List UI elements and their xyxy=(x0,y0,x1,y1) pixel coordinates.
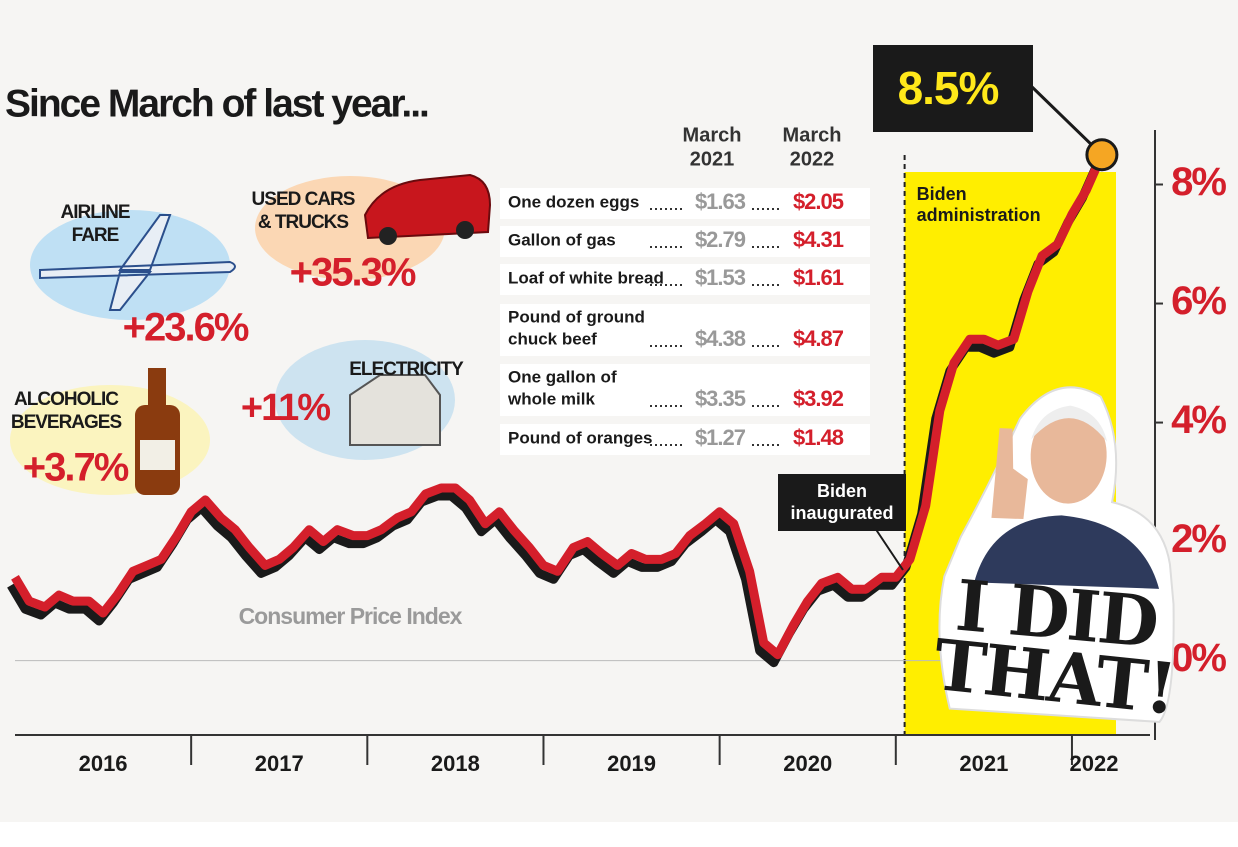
y-tick-label: 8% xyxy=(1171,160,1226,204)
callout-label: FARE xyxy=(72,225,119,246)
line xyxy=(11,152,1107,660)
table-item: Pound of ground xyxy=(508,307,645,326)
price-2022: $3.92 xyxy=(793,386,844,411)
price-2021: $1.53 xyxy=(695,265,746,290)
y-tick-label: 4% xyxy=(1171,398,1226,442)
hair xyxy=(1031,405,1108,442)
series-label: Consumer Price Index xyxy=(239,603,463,629)
callout-label: BEVERAGES xyxy=(11,412,122,433)
price-2022: $4.87 xyxy=(793,326,844,351)
house-icon xyxy=(349,374,441,446)
car-icon xyxy=(363,173,492,240)
table-row-bg xyxy=(500,188,870,219)
callout-change: +23.6% xyxy=(123,306,249,350)
table-item: whole milk xyxy=(507,389,595,408)
price-2021: $3.35 xyxy=(695,386,746,411)
table-item: Pound of oranges xyxy=(508,428,653,447)
head xyxy=(1030,407,1107,504)
table-item: One dozen eggs xyxy=(508,192,639,211)
y-tick-label: 2% xyxy=(1171,517,1226,561)
callout-box xyxy=(873,45,1033,132)
table-item: Loaf of white bread xyxy=(508,268,664,287)
callout-label: USED CARS xyxy=(252,189,355,210)
car-wheel xyxy=(456,221,474,239)
peak-label: 8.5% xyxy=(898,62,999,114)
table-header: 2022 xyxy=(790,148,835,170)
event-box xyxy=(778,474,906,531)
callout-label: AIRLINE xyxy=(61,202,130,223)
price-2021: $2.79 xyxy=(695,227,746,252)
table-item: One gallon of xyxy=(508,367,617,386)
event-leader xyxy=(874,527,904,571)
chart-title: Since March of last year... xyxy=(5,82,428,125)
price-2021: $4.38 xyxy=(695,326,746,351)
car-wheel xyxy=(379,227,397,245)
table-row-bg xyxy=(500,424,870,455)
callout-change: +3.7% xyxy=(23,446,129,490)
shade-label: administration xyxy=(917,205,1041,225)
table-item: Gallon of gas xyxy=(508,230,616,249)
x-tick-label: 2017 xyxy=(255,751,304,776)
price-2022: $1.48 xyxy=(793,425,844,450)
table-header: March xyxy=(683,124,742,146)
sticker-text: I DID xyxy=(953,564,1161,664)
x-tick-label: 2021 xyxy=(959,751,1008,776)
shade-label: Biden xyxy=(917,184,967,204)
table-row-bg xyxy=(500,264,870,295)
callout-label: & TRUCKS xyxy=(258,212,348,233)
event-label: inaugurated xyxy=(790,503,893,523)
event-label: Biden xyxy=(817,481,867,501)
table-header: March xyxy=(783,124,842,146)
price-2021: $1.27 xyxy=(695,425,746,450)
price-2022: $4.31 xyxy=(793,227,844,252)
callout-change: +11% xyxy=(241,387,330,429)
x-tick-label: 2020 xyxy=(783,751,832,776)
y-tick-label: 0% xyxy=(1171,636,1226,680)
x-tick-label: 2022 xyxy=(1070,751,1119,776)
y-tick-label: 6% xyxy=(1171,279,1226,323)
suit xyxy=(974,515,1160,589)
callout-leader xyxy=(1028,83,1103,156)
finger xyxy=(991,428,1028,520)
table-item: chuck beef xyxy=(508,329,597,348)
price-2022: $1.61 xyxy=(793,265,844,290)
bottle-neck xyxy=(148,368,166,408)
callout-label: ALCOHOLIC xyxy=(14,389,119,410)
x-tick-label: 2016 xyxy=(79,751,128,776)
table-row-bg xyxy=(500,226,870,257)
bottle-label xyxy=(140,440,175,470)
table-header: 2021 xyxy=(690,148,735,170)
price-2022: $2.05 xyxy=(793,189,844,214)
callout-change: +35.3% xyxy=(290,251,416,295)
price-2021: $1.63 xyxy=(695,189,746,214)
table-row-bg xyxy=(500,364,870,416)
callout-label: ELECTRICITY xyxy=(349,359,464,380)
x-tick-label: 2019 xyxy=(607,751,656,776)
plane-icon xyxy=(39,214,236,311)
peak-point xyxy=(1085,138,1119,172)
x-tick-label: 2018 xyxy=(431,751,480,776)
table-row-bg xyxy=(500,304,870,356)
